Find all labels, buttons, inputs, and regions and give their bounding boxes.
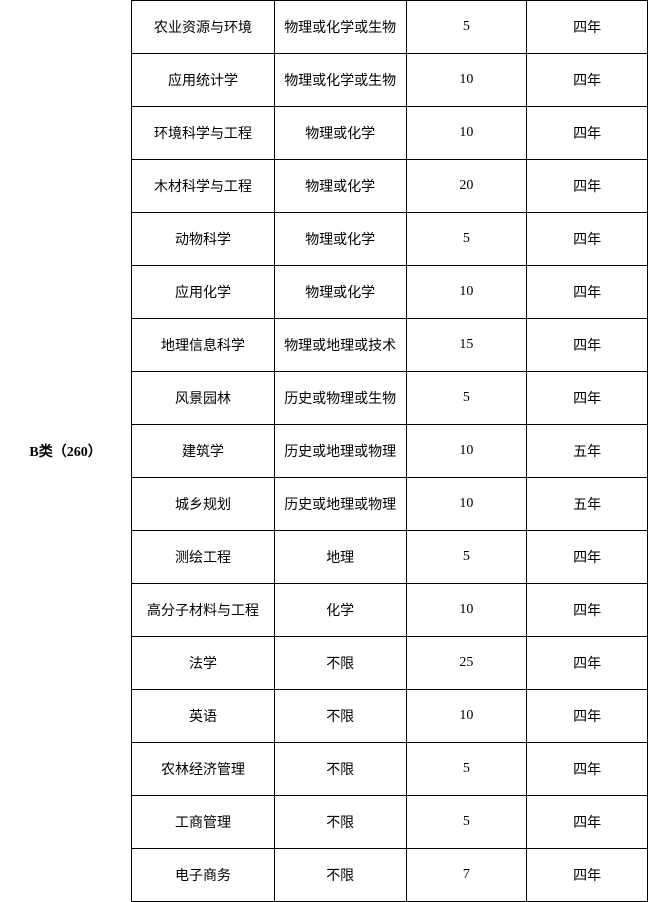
subject-cell: 物理或化学	[274, 107, 406, 160]
major-cell: 建筑学	[132, 425, 275, 478]
duration-cell: 四年	[527, 796, 648, 849]
quota-cell: 10	[406, 107, 527, 160]
duration-cell: 四年	[527, 743, 648, 796]
subject-cell: 不限	[274, 690, 406, 743]
quota-cell: 10	[406, 54, 527, 107]
duration-cell: 四年	[527, 1, 648, 54]
subject-cell: 物理或化学	[274, 266, 406, 319]
major-cell: 农林经济管理	[132, 743, 275, 796]
subject-cell: 不限	[274, 849, 406, 902]
course-table: B类（260）农业资源与环境物理或化学或生物5四年应用统计学物理或化学或生物10…	[0, 0, 648, 902]
subject-cell: 化学	[274, 584, 406, 637]
quota-cell: 10	[406, 584, 527, 637]
quota-cell: 5	[406, 531, 527, 584]
subject-cell: 地理	[274, 531, 406, 584]
quota-cell: 7	[406, 849, 527, 902]
major-cell: 测绘工程	[132, 531, 275, 584]
quota-cell: 20	[406, 160, 527, 213]
subject-cell: 历史或地理或物理	[274, 425, 406, 478]
quota-cell: 10	[406, 478, 527, 531]
duration-cell: 四年	[527, 372, 648, 425]
subject-cell: 不限	[274, 743, 406, 796]
major-cell: 农业资源与环境	[132, 1, 275, 54]
quota-cell: 5	[406, 1, 527, 54]
major-cell: 动物科学	[132, 213, 275, 266]
subject-cell: 不限	[274, 796, 406, 849]
duration-cell: 四年	[527, 213, 648, 266]
duration-cell: 四年	[527, 637, 648, 690]
subject-cell: 物理或化学或生物	[274, 1, 406, 54]
major-cell: 英语	[132, 690, 275, 743]
major-cell: 风景园林	[132, 372, 275, 425]
duration-cell: 四年	[527, 160, 648, 213]
table-row: B类（260）农业资源与环境物理或化学或生物5四年	[0, 1, 648, 54]
duration-cell: 四年	[527, 266, 648, 319]
quota-cell: 5	[406, 743, 527, 796]
quota-cell: 15	[406, 319, 527, 372]
major-cell: 工商管理	[132, 796, 275, 849]
duration-cell: 五年	[527, 478, 648, 531]
major-cell: 法学	[132, 637, 275, 690]
quota-cell: 5	[406, 213, 527, 266]
major-cell: 环境科学与工程	[132, 107, 275, 160]
subject-cell: 物理或化学	[274, 160, 406, 213]
quota-cell: 5	[406, 796, 527, 849]
duration-cell: 四年	[527, 690, 648, 743]
major-cell: 地理信息科学	[132, 319, 275, 372]
major-cell: 高分子材料与工程	[132, 584, 275, 637]
subject-cell: 不限	[274, 637, 406, 690]
subject-cell: 物理或地理或技术	[274, 319, 406, 372]
duration-cell: 四年	[527, 107, 648, 160]
quota-cell: 10	[406, 425, 527, 478]
major-cell: 城乡规划	[132, 478, 275, 531]
subject-cell: 物理或化学或生物	[274, 54, 406, 107]
table-body: B类（260）农业资源与环境物理或化学或生物5四年应用统计学物理或化学或生物10…	[0, 1, 648, 902]
major-cell: 应用化学	[132, 266, 275, 319]
subject-cell: 历史或地理或物理	[274, 478, 406, 531]
subject-cell: 物理或化学	[274, 213, 406, 266]
duration-cell: 四年	[527, 54, 648, 107]
duration-cell: 四年	[527, 531, 648, 584]
major-cell: 电子商务	[132, 849, 275, 902]
duration-cell: 四年	[527, 319, 648, 372]
category-cell: B类（260）	[0, 1, 132, 902]
quota-cell: 5	[406, 372, 527, 425]
duration-cell: 四年	[527, 584, 648, 637]
quota-cell: 10	[406, 690, 527, 743]
major-cell: 应用统计学	[132, 54, 275, 107]
major-cell: 木材科学与工程	[132, 160, 275, 213]
duration-cell: 四年	[527, 849, 648, 902]
quota-cell: 10	[406, 266, 527, 319]
page-container: B类（260）农业资源与环境物理或化学或生物5四年应用统计学物理或化学或生物10…	[0, 0, 648, 902]
subject-cell: 历史或物理或生物	[274, 372, 406, 425]
quota-cell: 25	[406, 637, 527, 690]
duration-cell: 五年	[527, 425, 648, 478]
